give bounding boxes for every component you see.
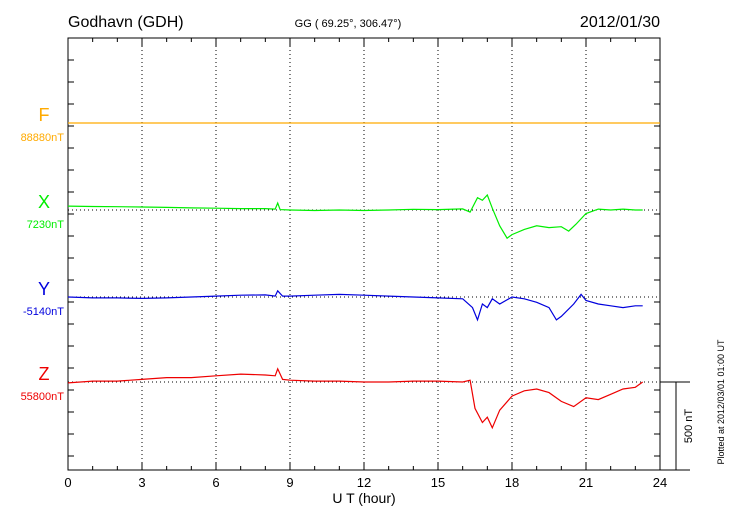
x-tick-label: 18: [505, 475, 519, 490]
axis-ticks: [67, 37, 661, 470]
x-tick-label: 3: [138, 475, 145, 490]
series-baseline-label-z: 55800nT: [21, 391, 65, 403]
station-coordinates: GG ( 69.25°, 306.47°): [295, 18, 402, 30]
grid: [141, 38, 587, 470]
x-axis-label: U T (hour): [332, 490, 395, 506]
station-title: Godhavn (GDH): [68, 14, 184, 31]
series-name-x: X: [38, 192, 50, 212]
scale-bar: 500 nT: [660, 381, 695, 471]
plot-date: 2012/01/30: [580, 14, 660, 31]
x-tick-label: 0: [64, 475, 71, 490]
series-baseline-label-f: 88880nT: [21, 132, 65, 144]
x-tick-label: 12: [357, 475, 371, 490]
series-name-y: Y: [38, 279, 50, 299]
x-tick-label: 15: [431, 475, 445, 490]
series-name-z: Z: [39, 364, 50, 384]
series-baseline-label-x: 7230nT: [27, 219, 65, 231]
scale-bar-label: 500 nT: [683, 409, 695, 444]
series-lines: [67, 122, 660, 430]
series-labels: F 88880nT X 7230nT Y -5140nT Z 55800nT: [21, 105, 65, 403]
series-line-x: [67, 193, 643, 240]
x-tick-label: 6: [212, 475, 219, 490]
x-tick-labels: 0 3 6 9 12 15 18 21 24: [64, 475, 667, 490]
x-tick-label: 24: [653, 475, 667, 490]
series-line-y: [67, 289, 643, 322]
series-line-z: [67, 367, 644, 430]
series-name-f: F: [39, 105, 50, 125]
plotted-timestamp: Plotted at 2012/03/01 01:00 UT: [716, 339, 726, 465]
x-tick-label: 9: [286, 475, 293, 490]
series-baseline-label-y: -5140nT: [23, 306, 64, 318]
x-tick-label: 21: [579, 475, 593, 490]
series-baselines: [68, 122, 660, 383]
